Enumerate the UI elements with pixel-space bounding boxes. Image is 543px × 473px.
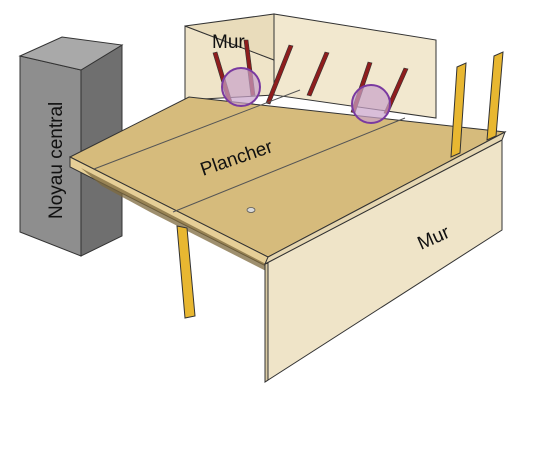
anchor-bar xyxy=(265,44,294,105)
core-label: Noyau central xyxy=(46,102,67,219)
front-post xyxy=(176,225,196,319)
purple-circle-marker xyxy=(351,84,391,124)
central-core xyxy=(18,36,124,257)
post xyxy=(486,51,504,141)
floor-slab xyxy=(68,89,507,272)
side-wall-edge xyxy=(264,262,269,383)
bolt-marker xyxy=(246,207,256,213)
side-wall-top xyxy=(263,130,506,266)
floor-seam xyxy=(172,117,406,213)
right-posts xyxy=(450,51,504,158)
core-top-face xyxy=(18,36,124,71)
floor-seam xyxy=(93,89,301,170)
floor-underside xyxy=(81,168,268,272)
purple-circle-marker xyxy=(221,67,261,107)
back-wall-label: Mur xyxy=(212,32,245,53)
back-wall-left-top xyxy=(184,13,275,61)
side-wall xyxy=(263,130,506,383)
anchor-bar xyxy=(306,51,330,97)
highlight-markers xyxy=(221,67,391,124)
post xyxy=(450,62,467,158)
post-shaft xyxy=(176,225,196,319)
